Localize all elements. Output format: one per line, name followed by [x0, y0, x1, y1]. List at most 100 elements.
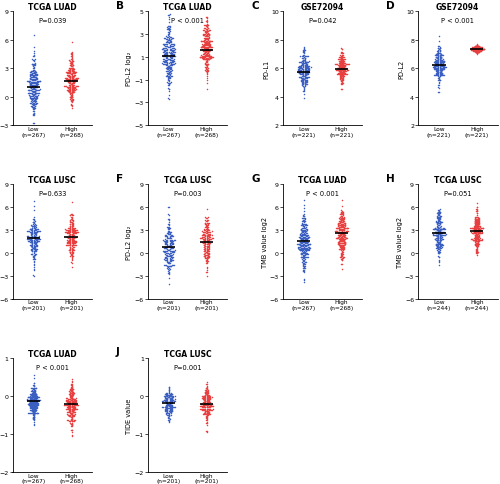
Point	[66, 398, 74, 406]
Point	[337, 55, 345, 63]
Point	[474, 235, 482, 243]
Point	[436, 54, 444, 62]
Point	[204, 221, 212, 228]
Point	[433, 51, 441, 59]
Point	[432, 71, 440, 78]
Point	[474, 228, 482, 236]
Point	[68, 392, 76, 400]
Point	[164, 242, 172, 250]
Point	[339, 72, 347, 79]
Point	[28, 238, 36, 245]
Point	[340, 235, 348, 243]
Point	[70, 84, 78, 91]
Point	[30, 217, 38, 225]
Point	[68, 230, 76, 238]
Point	[207, 53, 215, 60]
Point	[204, 55, 212, 62]
Point	[26, 236, 34, 243]
Point	[165, 212, 173, 220]
Point	[300, 53, 308, 61]
Point	[202, 35, 209, 43]
Point	[32, 240, 40, 247]
Point	[334, 230, 342, 238]
Point	[298, 64, 306, 72]
Point	[470, 45, 478, 53]
Point	[434, 226, 442, 234]
Point	[66, 245, 74, 253]
Point	[206, 54, 214, 62]
Point	[474, 242, 482, 250]
Point	[205, 239, 213, 246]
Point	[32, 69, 40, 77]
Point	[166, 49, 173, 57]
Point	[73, 227, 81, 234]
Point	[66, 78, 74, 86]
Point	[66, 67, 74, 75]
Point	[162, 39, 170, 47]
Point	[300, 231, 308, 239]
Point	[162, 45, 170, 53]
Point	[70, 390, 78, 397]
Point	[303, 241, 311, 249]
Point	[30, 96, 38, 104]
Point	[299, 230, 307, 238]
Point	[301, 225, 309, 232]
Point	[204, 400, 212, 408]
Point	[332, 71, 340, 78]
Point	[438, 58, 446, 65]
Point	[337, 213, 345, 221]
Point	[30, 385, 38, 393]
Point	[32, 246, 40, 254]
Point	[302, 242, 310, 249]
Point	[206, 398, 214, 406]
Point	[338, 227, 346, 235]
Point	[436, 221, 444, 229]
Point	[162, 65, 170, 73]
Point	[30, 382, 38, 390]
Point	[34, 396, 42, 404]
Point	[299, 222, 307, 230]
Point	[206, 234, 214, 242]
Point	[470, 236, 478, 244]
Point	[28, 77, 36, 85]
Point	[33, 94, 41, 102]
Point	[298, 61, 306, 69]
Point	[63, 76, 71, 83]
Point	[299, 229, 307, 237]
Point	[202, 257, 209, 264]
Point	[164, 68, 172, 76]
Point	[64, 247, 72, 255]
Point	[204, 250, 212, 257]
Point	[30, 231, 38, 239]
Point	[29, 63, 37, 71]
Point	[472, 45, 480, 53]
Point	[68, 386, 76, 394]
Point	[170, 396, 177, 404]
Point	[436, 73, 444, 81]
Point	[474, 221, 482, 228]
Point	[473, 208, 481, 216]
Point	[31, 405, 39, 412]
Point	[303, 242, 311, 250]
Point	[159, 41, 167, 48]
Point	[472, 45, 480, 53]
Point	[300, 46, 308, 54]
Point	[478, 46, 486, 54]
Point	[338, 235, 346, 242]
Point	[64, 234, 72, 242]
Point	[336, 52, 344, 60]
Point	[68, 240, 76, 248]
Point	[33, 398, 41, 406]
Point	[477, 236, 485, 244]
Point	[166, 258, 173, 266]
Point	[336, 226, 344, 233]
Point	[473, 249, 481, 257]
Point	[168, 73, 175, 81]
Point	[470, 44, 478, 51]
Point	[204, 251, 212, 259]
Point	[70, 411, 78, 419]
Point	[68, 418, 76, 425]
Point	[300, 233, 308, 241]
Point	[473, 210, 481, 217]
Point	[436, 219, 444, 227]
